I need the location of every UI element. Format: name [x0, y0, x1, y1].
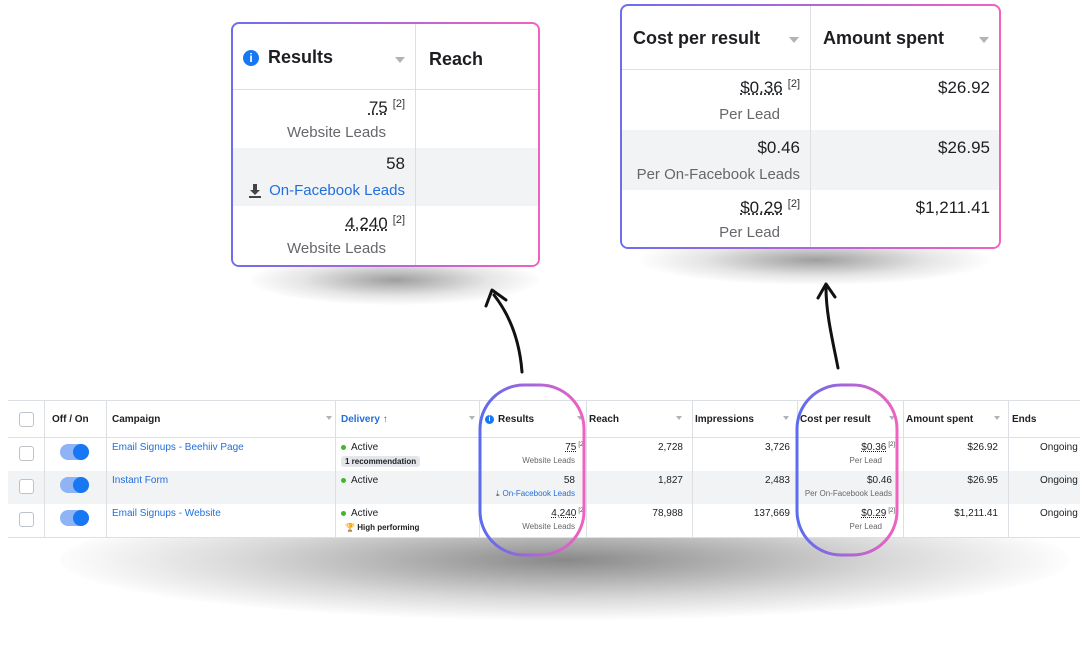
cost-type: Per Lead — [622, 106, 780, 123]
cost-type: Per Lead — [622, 224, 780, 241]
header-results[interactable]: i Results — [243, 47, 333, 68]
results-type: Website Leads — [233, 124, 386, 141]
card-row: 4,240 [2] Website Leads — [233, 206, 538, 266]
download-icon — [249, 184, 261, 198]
sort-caret-icon[interactable] — [979, 37, 989, 43]
cost-type: Per On-Facebook Leads — [622, 166, 800, 183]
card-row: 58 On-Facebook Leads — [233, 148, 538, 206]
results-value: 58 — [233, 154, 405, 174]
header-cost-per-result[interactable]: Cost per result — [633, 28, 760, 49]
cost-highlight-ring — [797, 385, 897, 555]
cost-value: $0.46 — [622, 138, 800, 158]
results-type-link[interactable]: On-Facebook Leads — [233, 182, 405, 199]
cost-value: $0.36 [2] — [622, 78, 800, 98]
spent-value: $26.92 — [812, 78, 990, 98]
arrow-icon — [494, 295, 522, 372]
results-type: Website Leads — [233, 240, 386, 257]
info-icon[interactable]: i — [243, 50, 259, 66]
header-amount-spent[interactable]: Amount spent — [823, 28, 944, 49]
results-highlight-ring — [480, 385, 584, 555]
arrow-icon — [826, 288, 838, 368]
card-row: 75 [2] Website Leads — [233, 90, 538, 148]
cost-value: $0.29 [2] — [622, 198, 800, 218]
header-reach[interactable]: Reach — [429, 49, 483, 70]
sort-caret-icon[interactable] — [789, 37, 799, 43]
results-value: 4,240 [2] — [233, 214, 405, 234]
card-header-row: i Results Reach — [233, 24, 538, 90]
spent-value: $26.95 — [812, 138, 990, 158]
results-zoom-card: i Results Reach 75 [2] Website Leads 58 On… — [231, 22, 540, 267]
results-value: 75 [2] — [233, 98, 405, 118]
spent-value: $1,211.41 — [812, 198, 990, 218]
sort-caret-icon[interactable] — [395, 57, 405, 63]
cost-zoom-card: Cost per result Amount spent $0.36 [2] Pe… — [620, 4, 1001, 249]
